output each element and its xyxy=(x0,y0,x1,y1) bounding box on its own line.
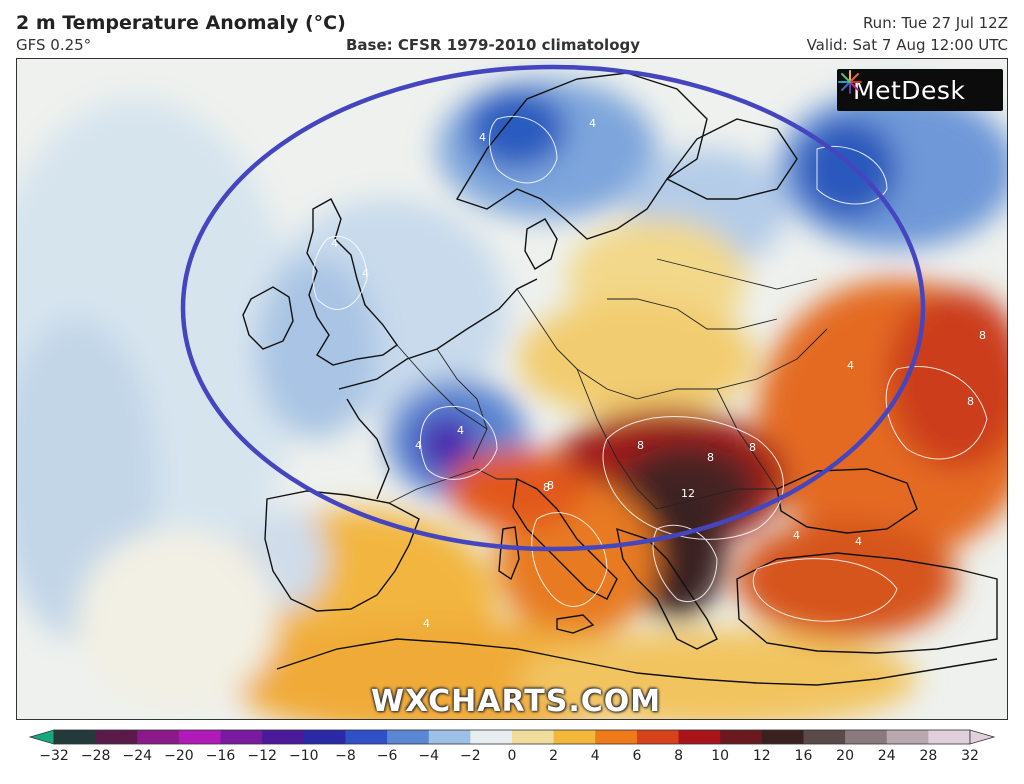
map-canvas: 4 4 4 4 4 4 4 8 8 8 8 8 12 8 4 4 8 4 xyxy=(17,59,1007,719)
contour-label: 8 xyxy=(707,451,714,464)
contour-label: 8 xyxy=(637,439,644,452)
colorbar-tick-label: 6 xyxy=(632,748,642,764)
colorbar-tick-label: 32 xyxy=(961,748,979,764)
colorbar-segment xyxy=(678,730,721,744)
colorbar-tick-label: −2 xyxy=(460,748,481,764)
contour-label: 4 xyxy=(479,131,486,144)
colorbar-segment xyxy=(428,730,471,744)
colorbar-tick-label: −4 xyxy=(418,748,440,764)
colorbar-tick-label: −12 xyxy=(247,748,277,764)
model-label: GFS 0.25° xyxy=(16,36,92,54)
colorbar-tick-label: 12 xyxy=(752,748,771,764)
colorbar-segment xyxy=(512,730,555,744)
colorbar-segment xyxy=(595,730,638,744)
colorbar-tick-label: 4 xyxy=(590,748,600,764)
colorbar-tick-label: 20 xyxy=(836,748,854,764)
contour-label: 4 xyxy=(855,535,862,548)
colorbar-tick-label: 28 xyxy=(919,748,938,764)
colorbar-segment xyxy=(803,730,846,744)
run-time-label: Run: Tue 27 Jul 12Z xyxy=(862,14,1008,32)
colorbar-segment xyxy=(345,730,388,744)
country-borders xyxy=(388,258,828,510)
climatology-label: Base: CFSR 1979-2010 climatology xyxy=(346,36,641,54)
colorbar-segment xyxy=(220,730,263,744)
contour-label: 4 xyxy=(362,267,369,280)
contour-label: 4 xyxy=(415,439,422,452)
colorbar-segment xyxy=(137,730,180,744)
contour-label: 4 xyxy=(589,117,596,130)
colorbar-tick-label: −28 xyxy=(80,748,111,764)
contour-label: 12 xyxy=(681,487,695,500)
metdesk-logo: MetDesk xyxy=(837,69,1003,111)
colorbar-tick-label: −6 xyxy=(376,748,398,764)
contour-label: 4 xyxy=(423,617,430,630)
colorbar-tick-label: −16 xyxy=(205,748,236,764)
contour-label: 4 xyxy=(847,359,854,372)
colorbar-tick-label: 8 xyxy=(674,748,683,764)
colorbar-segment xyxy=(262,730,305,744)
colorbar-segment xyxy=(387,730,430,744)
colorbar-tick-label: −24 xyxy=(122,748,153,764)
chart-header: 2 m Temperature Anomaly (°C) GFS 0.25° B… xyxy=(0,0,1024,58)
coastlines xyxy=(242,72,998,686)
contour-label: 8 xyxy=(979,329,986,342)
colorbar: −32 −28 −24 −20 −16 −12 −10 −8 −6 −4 −2 0 2 4 6 8 10 12 16… xyxy=(0,726,1024,784)
colorbar-tick-label: −10 xyxy=(289,748,319,764)
colorbar-arrow-right xyxy=(969,729,996,745)
chart-title: 2 m Temperature Anomaly (°C) xyxy=(16,12,346,34)
colorbar-segment xyxy=(845,730,888,744)
colorbar-tick-label: −32 xyxy=(39,748,69,764)
highlight-ellipse xyxy=(180,64,926,552)
colorbar-tick-label: 2 xyxy=(549,748,559,764)
valid-time-label: Valid: Sat 7 Aug 12:00 UTC xyxy=(806,36,1008,54)
colorbar-tick-label: 0 xyxy=(507,748,517,764)
colorbar-tick-label: −20 xyxy=(164,748,194,764)
colorbar-scale xyxy=(28,729,996,745)
contour-label: 8 xyxy=(967,395,974,408)
colorbar-segment xyxy=(886,730,929,744)
contour-labels: 4 4 4 4 4 4 4 8 8 8 8 8 12 8 4 4 8 4 xyxy=(331,117,986,630)
colorbar-arrow-left xyxy=(28,729,55,745)
colorbar-segment xyxy=(95,730,138,744)
colorbar-tick-label: 10 xyxy=(711,748,730,764)
contour-label: 8 xyxy=(543,481,550,494)
colorbar-segment xyxy=(470,730,513,744)
colorbar-segment xyxy=(720,730,763,744)
contour-label: 4 xyxy=(457,424,464,437)
contour-label: 4 xyxy=(331,237,338,250)
contour-label: 4 xyxy=(793,529,800,542)
metdesk-logo-text: MetDesk xyxy=(853,75,966,105)
colorbar-tick-label: −8 xyxy=(335,748,356,764)
colorbar-tick-label: 24 xyxy=(877,748,896,764)
colorbar-segment xyxy=(54,730,97,744)
contour-label: 8 xyxy=(749,441,756,454)
wxcharts-watermark: WXCHARTS.COM xyxy=(371,684,662,719)
colorbar-tick-label: 16 xyxy=(794,748,813,764)
contour-label: 8 xyxy=(547,479,554,492)
colorbar-segment xyxy=(303,730,346,744)
anomaly-contours xyxy=(312,115,988,622)
starburst-icon xyxy=(838,70,862,94)
colorbar-segment xyxy=(636,730,680,744)
colorbar-segment xyxy=(178,730,222,744)
colorbar-segment xyxy=(553,730,596,744)
colorbar-segment xyxy=(928,730,971,744)
temperature-anomaly-map: 4 4 4 4 4 4 4 8 8 8 8 8 12 8 4 4 8 4 xyxy=(16,58,1008,720)
colorbar-segment xyxy=(761,730,804,744)
